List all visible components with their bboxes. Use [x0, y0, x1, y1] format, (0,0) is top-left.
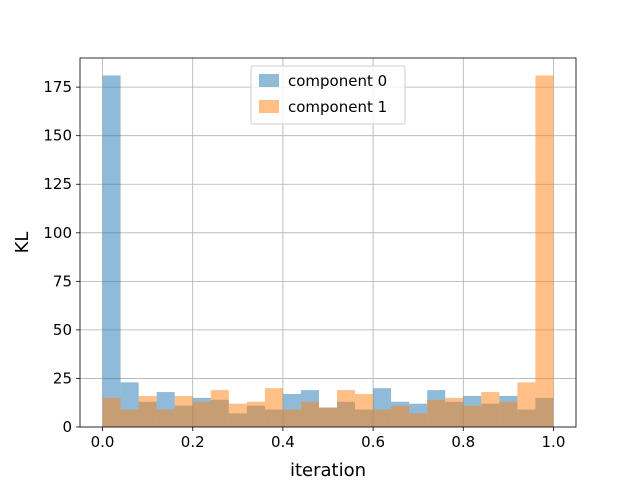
bar-component-1: [517, 382, 536, 427]
x-tick-label: 0.0: [91, 433, 115, 451]
bar-component-1: [300, 401, 319, 427]
x-tick-label: 0.8: [451, 433, 475, 451]
bar-component-0: [102, 75, 121, 428]
x-tick-label: 0.2: [181, 433, 205, 451]
bar-component-1: [391, 405, 410, 427]
y-tick-label: 25: [53, 369, 72, 387]
legend: component 0 component 1: [250, 65, 406, 125]
x-tick-label: 1.0: [542, 433, 566, 451]
histogram-bars: [102, 75, 554, 428]
bar-component-1: [427, 399, 446, 427]
bar-component-1: [337, 390, 356, 427]
bar-component-1: [264, 388, 283, 427]
y-axis-label: KL: [12, 232, 33, 254]
x-axis-label: iteration: [290, 460, 366, 480]
bar-component-1: [355, 393, 374, 427]
y-tick-label: 125: [43, 175, 72, 193]
bar-component-1: [156, 409, 175, 427]
x-axis-ticks: 0.0 0.2 0.4 0.6 0.8 1.0: [91, 427, 566, 451]
legend-label-component-1: component 1: [288, 98, 387, 116]
bar-component-1: [499, 401, 518, 427]
bar-component-1: [481, 392, 500, 427]
plot-frame: [79, 57, 577, 428]
bar-component-1: [373, 409, 392, 427]
bar-component-1: [282, 409, 301, 427]
bar-component-1: [210, 390, 229, 427]
legend-swatch-component-1: [259, 100, 279, 113]
y-tick-label: 0: [62, 418, 72, 436]
bar-component-1: [120, 409, 139, 427]
y-tick-label: 100: [43, 224, 72, 242]
y-axis-ticks: 0 25 50 75 100 125 150 175: [43, 78, 80, 436]
bar-component-1: [228, 403, 247, 427]
legend-swatch-component-0: [259, 74, 279, 87]
bar-component-1: [102, 397, 121, 427]
legend-box: [250, 65, 406, 125]
bar-component-1: [138, 395, 157, 427]
bar-component-1: [174, 395, 193, 427]
bar-component-1: [246, 401, 265, 427]
bar-component-1: [409, 413, 428, 427]
y-tick-label: 50: [53, 321, 72, 339]
bar-component-1: [445, 397, 464, 427]
y-tick-label: 150: [43, 127, 72, 145]
y-tick-label: 75: [53, 272, 72, 290]
y-tick-label: 175: [43, 78, 72, 96]
bar-component-1: [535, 75, 554, 428]
bar-component-1: [318, 407, 338, 427]
bar-component-1: [463, 405, 482, 427]
x-tick-label: 0.4: [271, 433, 295, 451]
legend-label-component-0: component 0: [288, 72, 387, 90]
x-tick-label: 0.6: [361, 433, 385, 451]
bar-component-1: [192, 401, 211, 427]
